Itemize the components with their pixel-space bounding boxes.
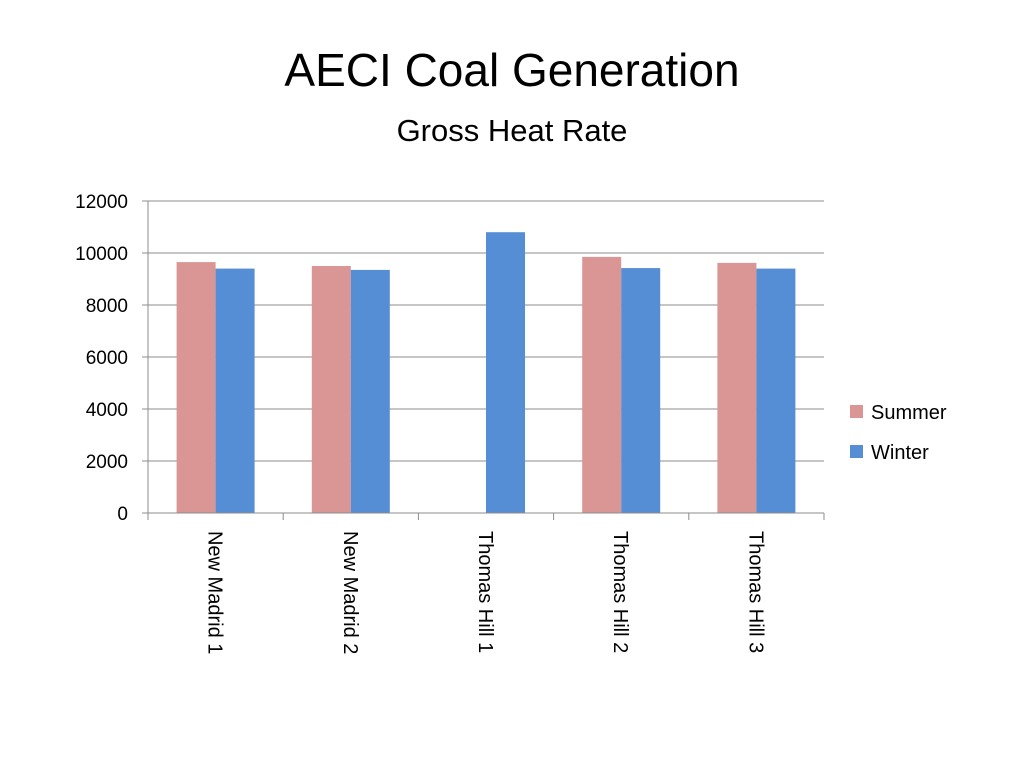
x-category-label: Thomas Hill 2	[609, 531, 631, 653]
bar-winter	[215, 268, 255, 513]
legend-swatch-winter	[850, 445, 863, 458]
legend-label-winter: Winter	[871, 442, 929, 464]
y-tick-label: 12000	[75, 192, 128, 213]
x-category-label: Thomas Hill 1	[474, 531, 496, 653]
y-tick-label: 0	[117, 504, 128, 525]
bar-summer	[176, 262, 216, 513]
x-category-label: Thomas Hill 3	[744, 531, 766, 653]
y-axis-tick-labels: 0 2000 4000 6000 8000 10000 12000	[75, 192, 128, 525]
bar-summer	[311, 266, 351, 513]
legend-label-summer: Summer	[871, 402, 947, 424]
axes	[142, 200, 825, 520]
bar-winter	[350, 269, 390, 513]
bar-winter	[621, 268, 661, 513]
legend: Summer Winter	[850, 402, 947, 464]
bar-summer	[717, 262, 757, 513]
x-axis-category-labels: New Madrid 1 New Madrid 2 Thomas Hill 1 Tho…	[204, 531, 767, 654]
x-category-label: New Madrid 2	[339, 531, 361, 654]
y-tick-label: 4000	[86, 400, 128, 421]
legend-swatch-summer	[850, 405, 863, 418]
chart-subtitle: Gross Heat Rate	[396, 113, 628, 148]
y-tick-label: 6000	[86, 348, 128, 369]
bar-winter	[756, 268, 796, 513]
x-category-label: New Madrid 1	[204, 531, 226, 654]
y-tick-label: 8000	[86, 296, 128, 317]
bars	[176, 232, 796, 513]
y-tick-label: 10000	[75, 244, 128, 265]
bar-summer	[582, 256, 622, 513]
chart-title: AECI Coal Generation	[284, 44, 740, 96]
bar-winter	[486, 232, 525, 513]
y-tick-label: 2000	[86, 452, 128, 473]
